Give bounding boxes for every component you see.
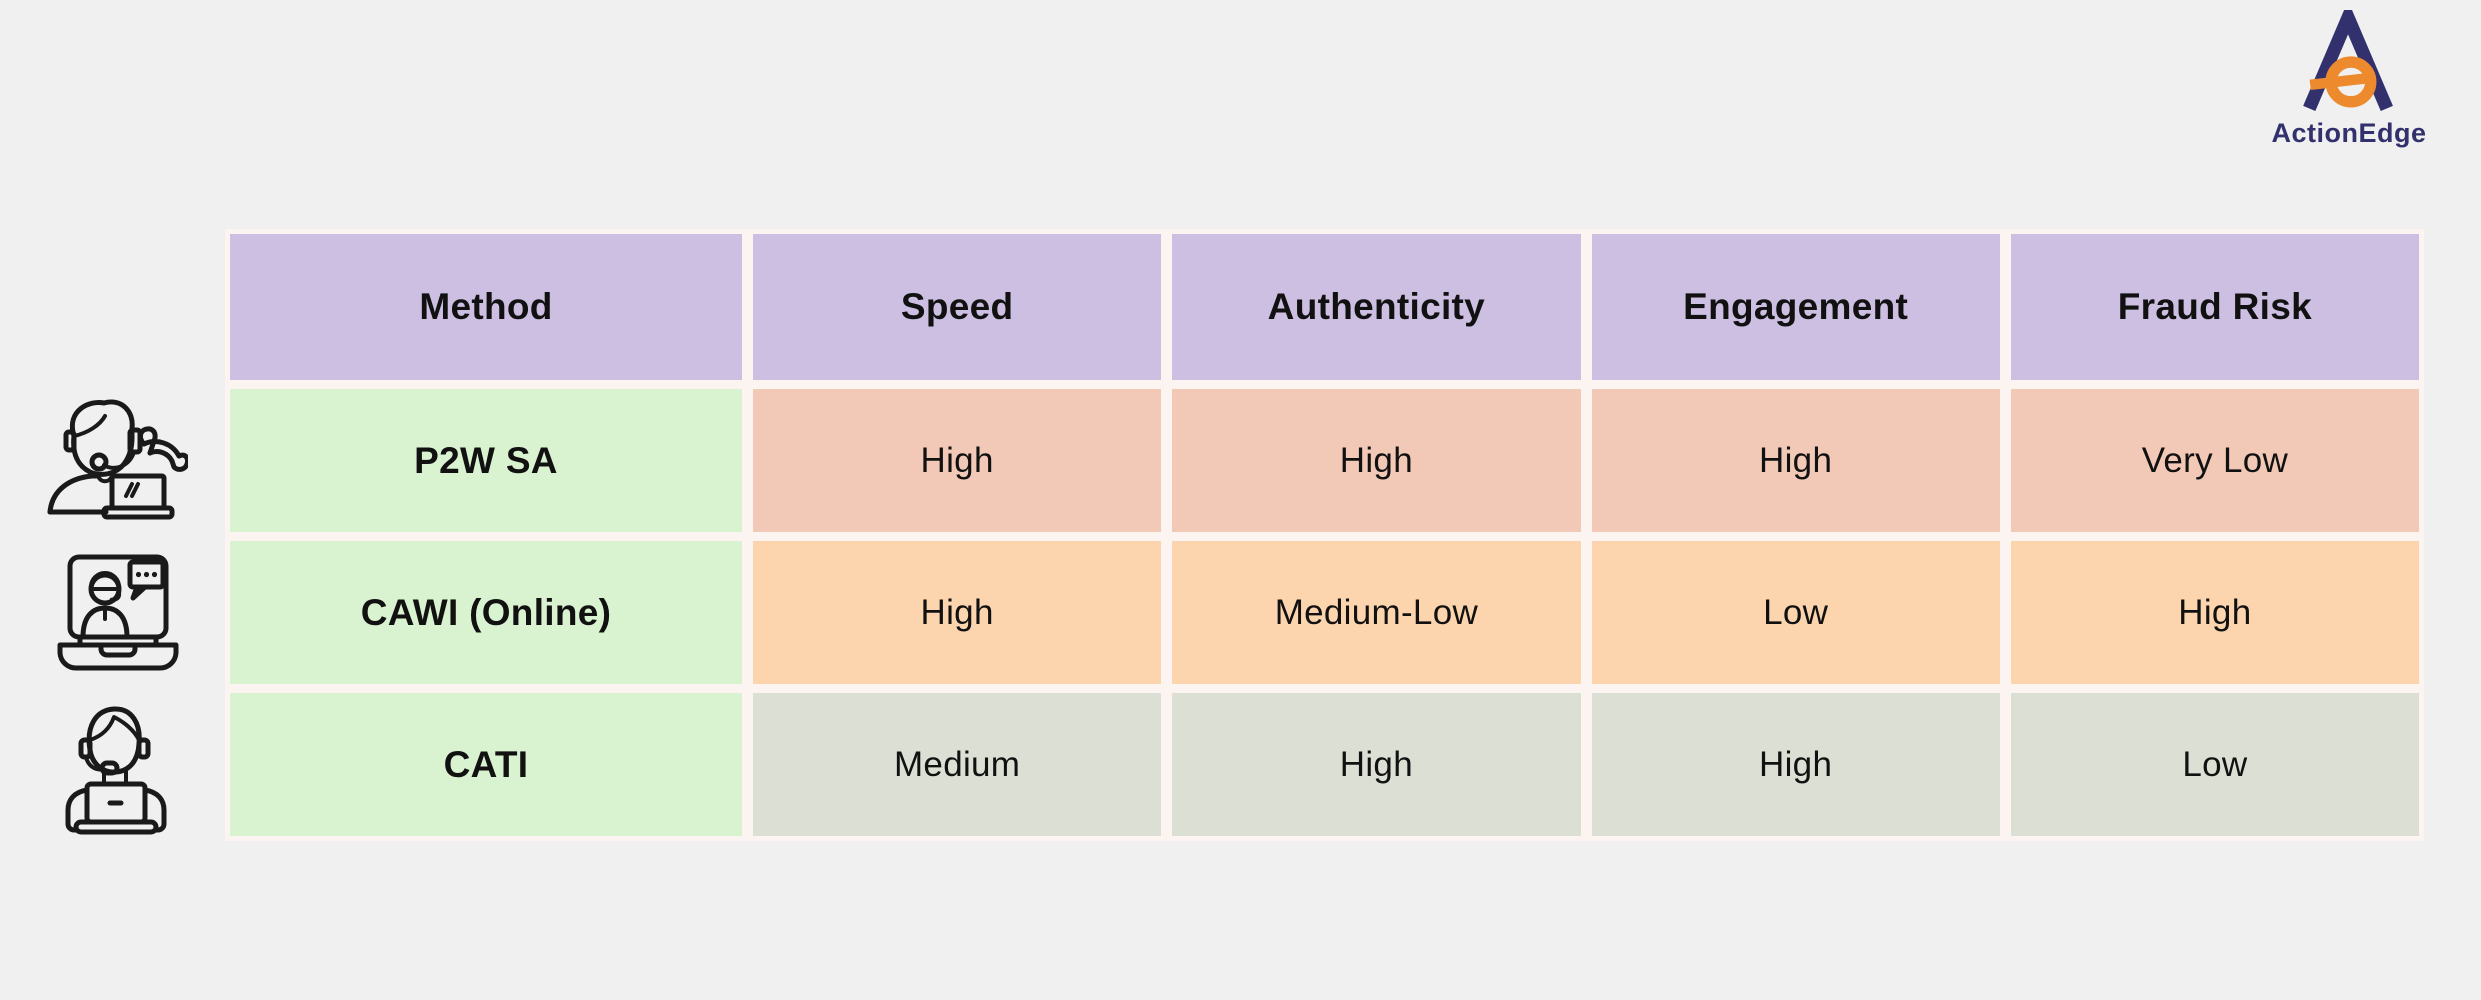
header-cell-engagement: Engagement — [1591, 234, 2000, 380]
header-cell-speed: Speed — [753, 234, 1162, 380]
call-agent-with-phone-icon — [38, 392, 190, 532]
header-cell-fraud-risk: Fraud Risk — [2010, 234, 2419, 380]
value-cell-cati-speed: Medium — [753, 693, 1162, 836]
value-cell-cawi-authenticity: Medium-Low — [1172, 541, 1581, 684]
header-cell-method: Method — [230, 234, 742, 380]
value-cell-p2w-fraud-risk: Very Low — [2010, 389, 2419, 532]
comparison-table: Method Speed Authenticity Engagement Fra… — [225, 229, 2424, 841]
value-cell-p2w-speed: High — [753, 389, 1162, 532]
value-cell-cati-authenticity: High — [1172, 693, 1581, 836]
header-cell-authenticity: Authenticity — [1172, 234, 1581, 380]
actionedge-logo-icon — [2303, 10, 2393, 112]
headset-agent-laptop-icon — [40, 696, 190, 836]
value-cell-p2w-authenticity: High — [1172, 389, 1581, 532]
value-cell-p2w-engagement: High — [1591, 389, 2000, 532]
method-cell-p2w-sa: P2W SA — [230, 389, 742, 532]
method-cell-cawi: CAWI (Online) — [230, 541, 742, 684]
value-cell-cawi-speed: High — [753, 541, 1162, 684]
value-cell-cawi-fraud-risk: High — [2010, 541, 2419, 684]
value-cell-cati-engagement: High — [1591, 693, 2000, 836]
brand-name: ActionEdge — [2271, 118, 2427, 148]
value-cell-cati-fraud-risk: Low — [2010, 693, 2419, 836]
brand-logo: ActionEdge — [2269, 10, 2429, 149]
value-cell-cawi-engagement: Low — [1591, 541, 2000, 684]
online-video-interview-icon — [42, 545, 192, 685]
method-cell-cati: CATI — [230, 693, 742, 836]
